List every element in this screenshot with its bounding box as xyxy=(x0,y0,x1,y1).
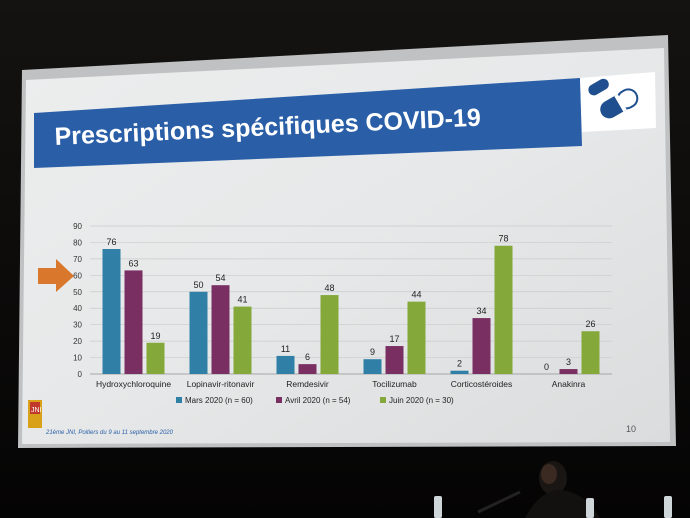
y-axis-ticks: 0 10 20 30 40 50 60 70 80 90 xyxy=(73,222,82,379)
x-axis-categories: Hydroxychloroquine Lopinavir-ritonavir Rem… xyxy=(96,379,586,389)
chart-bars xyxy=(102,245,600,374)
category-label: Corticostéroides xyxy=(451,379,512,389)
legend-label: Juin 2020 (n = 30) xyxy=(389,396,454,405)
category-label: Anakinra xyxy=(552,379,586,389)
bar-lopinavir-ritonavir-series-2 xyxy=(233,306,252,374)
chart-gridlines xyxy=(90,225,612,375)
y-tick-label: 80 xyxy=(73,238,82,247)
orange-arrow-icon xyxy=(38,259,74,292)
water-bottles xyxy=(434,496,672,518)
category-label: Tocilizumab xyxy=(372,379,417,389)
legend-label: Avril 2020 (n = 54) xyxy=(285,396,351,405)
bar-value-label: 11 xyxy=(281,344,290,354)
bar-corticost-roides-series-2 xyxy=(494,245,513,374)
bar-value-label: 48 xyxy=(324,283,334,293)
legend-label: Mars 2020 (n = 60) xyxy=(185,396,253,405)
bar-value-label: 2 xyxy=(457,359,462,369)
bar-hydroxychloroquine-series-2 xyxy=(146,342,165,374)
category-label: Lopinavir-ritonavir xyxy=(187,379,255,389)
category-label: Hydroxychloroquine xyxy=(96,379,171,389)
bar-lopinavir-ritonavir-series-0 xyxy=(189,291,208,374)
y-tick-label: 20 xyxy=(73,337,82,346)
bar-value-label: 34 xyxy=(476,306,486,316)
bar-value-label: 44 xyxy=(411,290,421,300)
y-tick-label: 70 xyxy=(73,255,82,264)
y-tick-label: 40 xyxy=(73,304,82,313)
bar-tocilizumab-series-0 xyxy=(363,359,382,374)
y-tick-label: 30 xyxy=(73,321,82,330)
bar-anakinra-series-1 xyxy=(559,369,578,374)
legend-swatch xyxy=(276,397,282,403)
bar-value-label: 50 xyxy=(193,280,203,290)
bar-value-label: 9 xyxy=(370,347,375,357)
bar-remdesivir-series-2 xyxy=(320,295,339,374)
bar-value-label: 19 xyxy=(150,331,160,341)
slide-header-band xyxy=(34,78,582,168)
category-label: Remdesivir xyxy=(286,379,329,389)
bar-anakinra-series-2 xyxy=(581,331,600,374)
capsule-icon xyxy=(580,72,656,132)
legend-swatch xyxy=(380,397,386,403)
footer-event: 21ème JNI, Poitiers du 9 au 11 septembre… xyxy=(45,430,174,436)
bar-remdesivir-series-1 xyxy=(298,364,317,374)
y-tick-label: 60 xyxy=(73,271,82,280)
bar-value-label: 0 xyxy=(544,362,549,372)
y-tick-label: 90 xyxy=(73,222,82,231)
chart-legend: Mars 2020 (n = 60) Avril 2020 (n = 54) Jui… xyxy=(176,396,454,405)
y-tick-label: 50 xyxy=(73,288,82,297)
bar-value-label: 6 xyxy=(305,352,310,362)
bar-corticost-roides-series-0 xyxy=(450,370,469,374)
bar-hydroxychloroquine-series-1 xyxy=(124,270,143,374)
bar-value-label: 41 xyxy=(237,295,247,305)
bar-hydroxychloroquine-series-0 xyxy=(102,249,121,374)
chart-data-labels: 76 63 19 50 54 41 11 6 48 9 17 44 2 34 78 0 3 26 xyxy=(106,234,595,372)
footer-logo: JNI xyxy=(28,400,42,428)
bar-tocilizumab-series-2 xyxy=(407,301,426,374)
speaker-silhouette xyxy=(477,461,600,518)
bar-value-label: 3 xyxy=(566,357,571,367)
bar-value-label: 63 xyxy=(128,258,138,268)
footer-logo-text: JNI xyxy=(31,407,42,414)
bar-value-label: 17 xyxy=(389,334,399,344)
bar-lopinavir-ritonavir-series-1 xyxy=(211,285,230,374)
y-tick-label: 0 xyxy=(78,370,83,379)
bar-value-label: 54 xyxy=(215,273,225,283)
bar-value-label: 26 xyxy=(585,319,595,329)
bar-value-label: 78 xyxy=(498,234,508,244)
bar-remdesivir-series-0 xyxy=(276,355,295,374)
bar-value-label: 76 xyxy=(106,237,116,247)
bar-corticost-roides-series-1 xyxy=(472,318,491,374)
page-number: 10 xyxy=(626,424,636,434)
y-tick-label: 10 xyxy=(73,354,82,363)
bar-tocilizumab-series-1 xyxy=(385,346,404,374)
legend-swatch xyxy=(176,397,182,403)
